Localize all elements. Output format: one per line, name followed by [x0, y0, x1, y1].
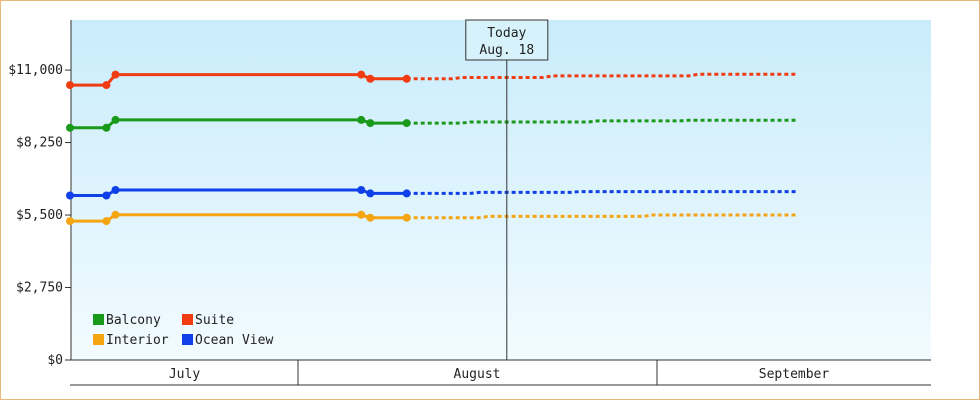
series-suite-point[interactable] [102, 81, 111, 90]
series-balcony-point[interactable] [66, 123, 74, 132]
legend-item-interior: Interior [93, 333, 169, 348]
series-interior-point[interactable] [111, 210, 120, 219]
month-label-september: September [759, 367, 830, 382]
legend-swatch-interior [93, 334, 104, 345]
series-ocean-view-actual-line [70, 188, 407, 197]
series-suite-point[interactable] [402, 74, 411, 83]
series-balcony-point[interactable] [402, 119, 411, 128]
series-balcony-point[interactable] [366, 119, 375, 128]
legend-label-ocean-view: Ocean View [195, 333, 273, 348]
series-interior-point[interactable] [357, 210, 366, 219]
series-ocean-view-point[interactable] [102, 191, 111, 200]
y-tick-label: $2,750 [16, 281, 63, 296]
series-balcony [66, 115, 798, 132]
series-interior-actual-line [70, 213, 407, 223]
legend-label-suite: Suite [195, 313, 234, 328]
series-ocean-view-point[interactable] [402, 189, 411, 198]
series-ocean-view-point[interactable] [111, 186, 120, 194]
series-interior-point[interactable] [402, 213, 411, 222]
month-label-july: July [169, 367, 200, 382]
legend-item-balcony: Balcony [93, 313, 161, 328]
month-label-august: August [454, 367, 501, 382]
series-suite-point[interactable] [366, 74, 375, 83]
series-interior-point[interactable] [66, 217, 74, 226]
series-suite-point[interactable] [111, 70, 120, 79]
legend-label-interior: Interior [106, 333, 169, 348]
legend-swatch-suite [182, 314, 193, 325]
today-date: Aug. 18 [479, 43, 534, 58]
series-suite-projected-line [406, 72, 798, 81]
series-balcony-point[interactable] [111, 115, 120, 124]
today-label: Today [487, 26, 526, 41]
legend-item-ocean-view: Ocean View [182, 333, 273, 348]
today-box [465, 19, 549, 61]
series-suite [66, 70, 798, 90]
series-suite-point[interactable] [357, 70, 366, 79]
series-ocean-view-point[interactable] [66, 191, 74, 200]
legend-item-suite: Suite [182, 313, 234, 328]
series-interior-point[interactable] [102, 217, 111, 226]
y-tick-label: $0 [47, 353, 63, 368]
series-suite-actual-line [70, 73, 407, 87]
series-ocean-view [66, 186, 798, 200]
series-suite-point[interactable] [66, 81, 74, 90]
series-interior-point[interactable] [366, 213, 375, 222]
series-balcony-point[interactable] [102, 123, 111, 132]
series-interior [66, 210, 798, 226]
y-tick-label: $8,250 [16, 136, 63, 151]
series-balcony-point[interactable] [357, 115, 366, 124]
legend-swatch-ocean-view [182, 334, 193, 345]
legend-label-balcony: Balcony [106, 313, 161, 328]
y-tick-label: $11,000 [8, 63, 63, 78]
series-balcony-projected-line [406, 118, 798, 125]
series-ocean-view-point[interactable] [366, 189, 375, 198]
series-balcony-actual-line [70, 118, 407, 130]
y-tick-label: $5,500 [16, 208, 63, 223]
series-ocean-view-point[interactable] [357, 186, 366, 194]
legend-swatch-balcony [93, 314, 104, 325]
